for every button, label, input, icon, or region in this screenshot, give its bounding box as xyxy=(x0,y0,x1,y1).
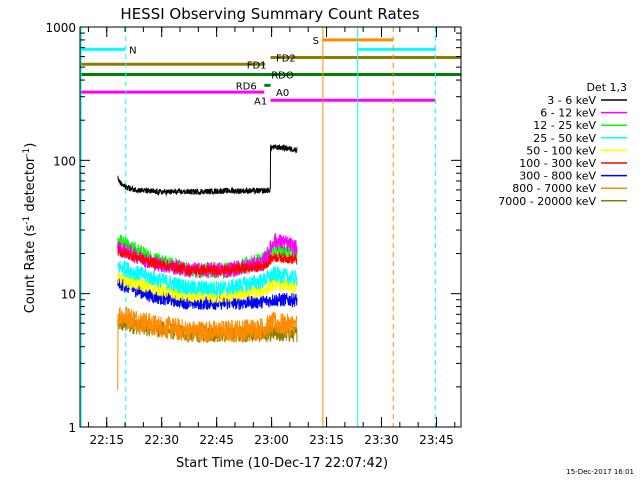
chart-title: HESSI Observing Summary Count Rates xyxy=(120,5,419,23)
y-tick-label-1: 1 xyxy=(68,421,76,435)
flag-label-fd2: FD2 xyxy=(276,54,296,65)
flag-label-rd6: RD6 xyxy=(236,81,257,92)
series-line-50-100-kev xyxy=(117,271,298,305)
flag-label-a1: A1 xyxy=(254,96,267,107)
legend-label-50-100-kev: 50 - 100 keV xyxy=(526,144,596,157)
y-tick-label-1000: 1000 xyxy=(45,21,76,35)
series-line-100-300-kev xyxy=(117,246,298,277)
flag-labels-layer: N S FD1 FD2 RDO RD6 A0 A1 xyxy=(129,36,319,107)
x-tick-label-23-00: 23:00 xyxy=(254,433,289,447)
vertical-markers-layer xyxy=(80,27,436,427)
plot-frame xyxy=(79,26,462,428)
x-tick-label-23-45: 23:45 xyxy=(419,433,454,447)
x-tick-label-23-15: 23:15 xyxy=(309,433,344,447)
x-axis-label: Start Time (10-Dec-17 22:07:42) xyxy=(176,456,388,471)
series-layer xyxy=(117,144,298,390)
x-axis: 22:15 22:30 22:45 23:00 23:15 23:30 23:45 xyxy=(87,27,456,447)
y-axis-label-mid: detector xyxy=(23,156,38,216)
footer-timestamp: 15-Dec-2017 16:01 xyxy=(566,468,634,476)
y-axis-label-main: Count Rate (s xyxy=(23,225,38,314)
x-tick-label-22-30: 22:30 xyxy=(144,433,179,447)
x-tick-label-23-30: 23:30 xyxy=(364,433,399,447)
series-line-25-50-kev xyxy=(117,260,298,297)
y-axis-label-sup2: -1 xyxy=(22,148,32,157)
legend-label-3-6-kev: 3 - 6 keV xyxy=(547,94,596,107)
y-axis-label: Count Rate (s-1 detector-1) xyxy=(22,143,38,314)
y-tick-label-10: 10 xyxy=(61,288,76,302)
y-axis-label-sup1: -1 xyxy=(22,216,32,225)
legend-title: Det 1,3 xyxy=(586,81,627,94)
flag-label-fd1: FD1 xyxy=(247,60,267,71)
legend-label-6-12-kev: 6 - 12 keV xyxy=(540,107,596,120)
legend-label-12-25-kev: 12 - 25 keV xyxy=(533,119,596,132)
legend-label-300-800-kev: 300 - 800 keV xyxy=(519,170,596,183)
series-line-3-6-kev xyxy=(117,144,298,197)
x-tick-label-22-45: 22:45 xyxy=(199,433,234,447)
flag-label-rdo: RDO xyxy=(271,71,294,82)
flag-label-n: N xyxy=(129,45,136,56)
series-line-800-7000-kev xyxy=(117,306,298,390)
flag-bars-layer xyxy=(80,38,461,102)
legend-label-100-300-kev: 100 - 300 keV xyxy=(519,157,596,170)
legend-label-7000-20000-kev: 7000 - 20000 keV xyxy=(498,195,596,208)
y-axis-label-end: ) xyxy=(23,143,38,148)
y-axis: 1 10 100 1000 xyxy=(45,21,461,435)
legend-label-800-7000-kev: 800 - 7000 keV xyxy=(512,182,596,195)
flag-label-a0: A0 xyxy=(276,88,289,99)
y-tick-label-100: 100 xyxy=(53,154,76,168)
x-tick-label-22-15: 22:15 xyxy=(89,433,124,447)
legend-label-25-50-kev: 25 - 50 keV xyxy=(533,132,596,145)
series-line-300-800-kev xyxy=(117,277,298,311)
flag-label-s: S xyxy=(313,36,319,47)
